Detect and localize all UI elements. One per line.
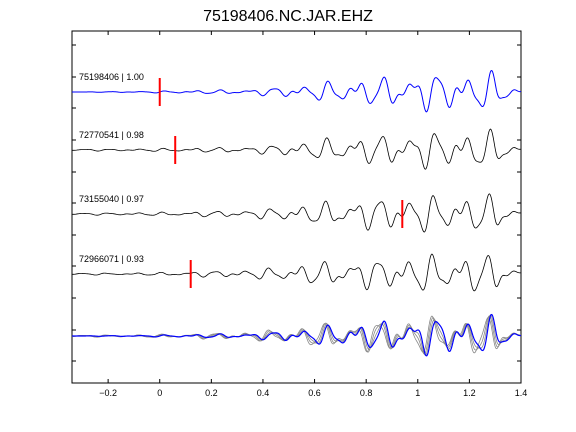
x-tick-label: 1.4 [515, 388, 528, 398]
chart-title: 75198406.NC.JAR.EHZ [203, 8, 373, 25]
trace-label: 73155040 | 0.97 [79, 194, 144, 204]
trace-group [71, 69, 522, 357]
trace-line [71, 193, 522, 233]
stack-trace-line [72, 313, 522, 357]
x-tick-label: 1 [415, 388, 420, 398]
x-tick-label: 0.8 [360, 388, 373, 398]
trace-label: 72770541 | 0.98 [79, 130, 144, 140]
trace-labels: 75198406 | 1.00 72770541 | 0.98 73155040 |… [79, 72, 144, 264]
trace-line [71, 253, 522, 292]
x-tick-label: −0.2 [99, 388, 117, 398]
x-tick-label: 0.4 [257, 388, 270, 398]
trace-line [71, 128, 522, 170]
pick-markers [158, 78, 404, 288]
x-tick-label: 1.2 [463, 388, 476, 398]
x-tick-label: 0.2 [205, 388, 218, 398]
axis-ticks: −0.2 0 0.2 0.4 0.6 0.8 1 1.2 1.4 [72, 31, 527, 398]
trace-label: 75198406 | 1.00 [79, 72, 144, 82]
plot-frame [71, 30, 522, 384]
x-tick-label: 0 [157, 388, 162, 398]
x-tick-label: 0.6 [308, 388, 321, 398]
trace-line [72, 69, 522, 113]
trace-label: 72966071 | 0.93 [79, 254, 144, 264]
